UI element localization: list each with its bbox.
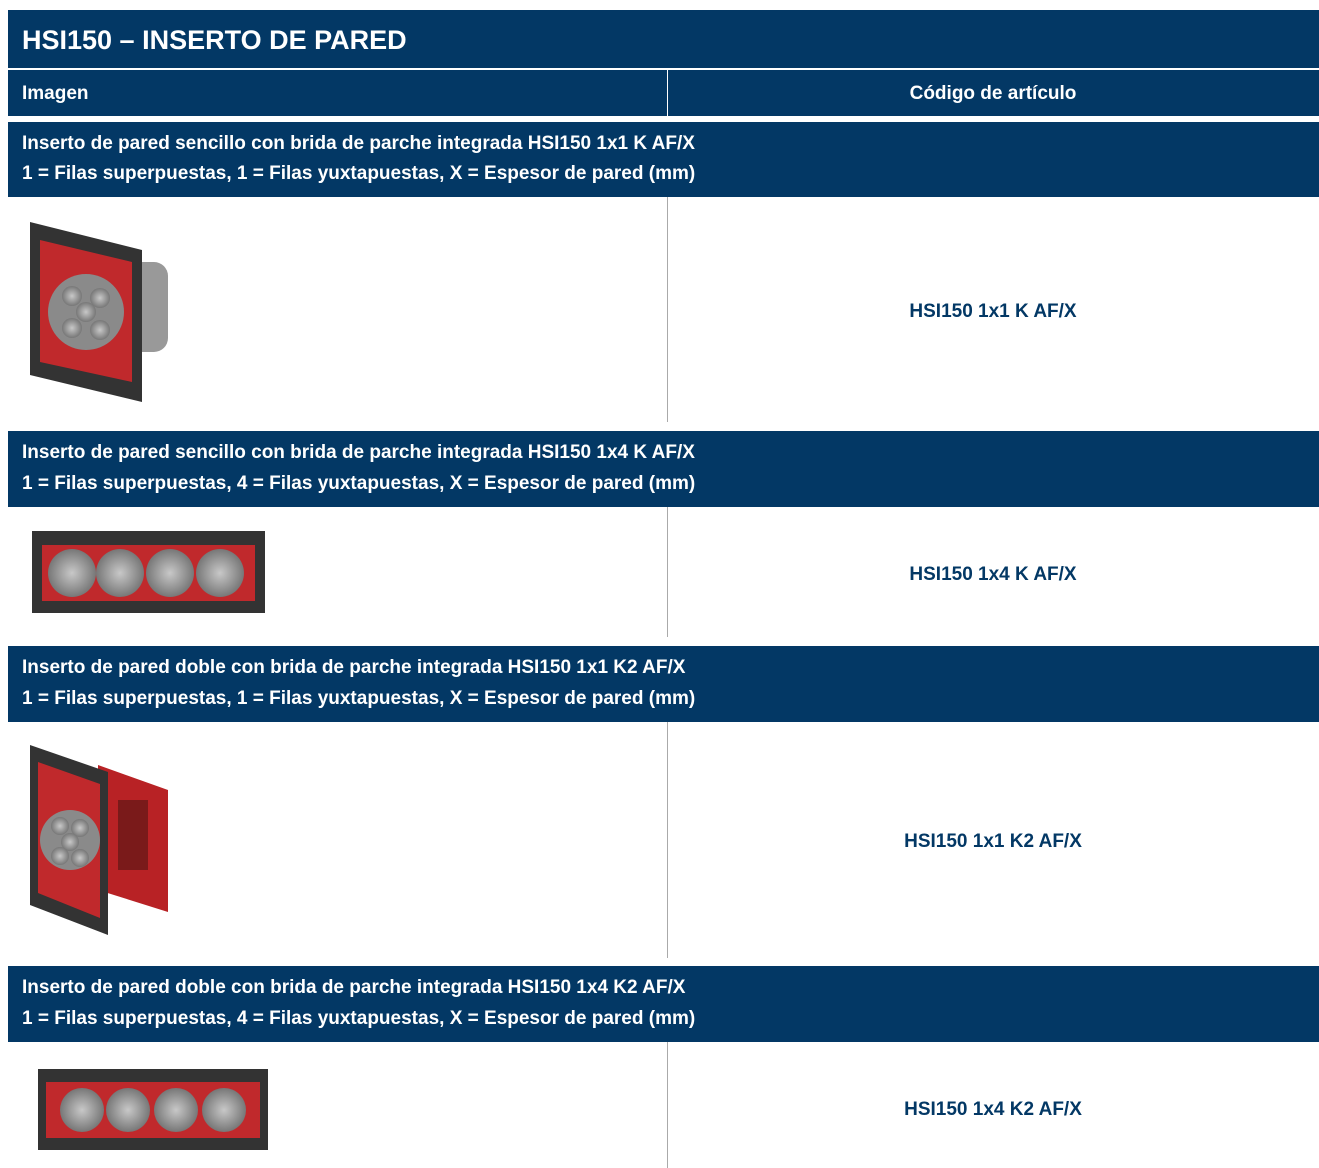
section-subtitle: 1 = Filas superpuestas, 1 = Filas yuxtap… <box>22 688 696 709</box>
section-header: Inserto de pared doble con brida de parc… <box>8 966 1319 1042</box>
divider <box>667 70 668 116</box>
section-subtitle: 1 = Filas superpuestas, 4 = Filas yuxtap… <box>22 473 696 494</box>
page-title: HSI150 – INSERTO DE PARED <box>22 25 407 55</box>
divider <box>667 1042 668 1168</box>
section-title: Inserto de pared doble con brida de parc… <box>22 977 686 998</box>
section-title: Inserto de pared doble con brida de parc… <box>22 657 686 678</box>
section-title: Inserto de pared sencillo con brida de p… <box>22 442 695 463</box>
section-title: Inserto de pared sencillo con brida de p… <box>22 133 695 154</box>
title-bar: HSI150 – INSERTO DE PARED <box>8 10 1319 68</box>
divider <box>667 722 668 958</box>
section-subtitle: 1 = Filas superpuestas, 1 = Filas yuxtap… <box>22 163 696 184</box>
product-image <box>30 745 168 935</box>
section-header: Inserto de pared sencillo con brida de p… <box>8 431 1319 507</box>
divider <box>667 197 668 422</box>
article-code: HSI150 1x4 K2 AF/X <box>904 1099 1082 1120</box>
article-code: HSI150 1x1 K AF/X <box>909 301 1077 322</box>
header-row: Imagen Código de artículo <box>8 70 1319 116</box>
section-header: Inserto de pared doble con brida de parc… <box>8 646 1319 722</box>
article-code: HSI150 1x4 K AF/X <box>909 564 1077 585</box>
column-header: Imagen <box>22 83 89 104</box>
section-header: Inserto de pared sencillo con brida de p… <box>8 122 1319 197</box>
product-image <box>38 1069 268 1150</box>
product-image <box>32 531 265 613</box>
divider <box>667 507 668 637</box>
column-header: Código de artículo <box>909 83 1077 104</box>
section-subtitle: 1 = Filas superpuestas, 4 = Filas yuxtap… <box>22 1008 696 1029</box>
article-code: HSI150 1x1 K2 AF/X <box>904 831 1082 852</box>
product-image <box>30 222 168 402</box>
